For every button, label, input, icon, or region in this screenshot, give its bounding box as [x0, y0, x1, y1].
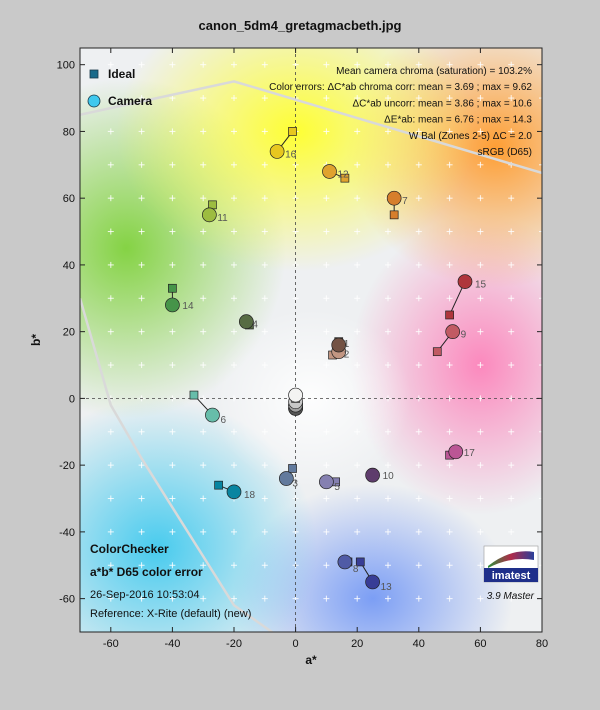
ideal-point-15: [445, 310, 454, 320]
patch-label-14: 14: [182, 301, 194, 312]
y-tick-label: -20: [59, 460, 75, 472]
x-tick-label: 20: [351, 638, 363, 650]
camera-point-10: [365, 467, 380, 483]
annotation-wbal: W Bal (Zones 2-5) ΔC = 2.0: [409, 131, 533, 142]
srgb-boundary-line: [80, 80, 542, 175]
axis-ticks: -60 -40 -20 0 20 40 60 80 -60 -40 -20 0 20 40 60 80 100: [57, 48, 548, 650]
patch-label-11: 11: [217, 213, 228, 224]
patch-label-7: 7: [402, 196, 408, 207]
y-tick-label: 0: [69, 393, 75, 405]
ideal-point-6: [189, 390, 199, 400]
patch-label-12: 12: [337, 169, 349, 180]
x-tick-label: 40: [413, 638, 425, 650]
legend-camera-marker: [87, 94, 101, 108]
legend-ideal-marker: [89, 69, 99, 79]
patch-label-18: 18: [244, 490, 256, 501]
camera-point-9: [445, 324, 461, 340]
x-tick-label: -60: [103, 638, 119, 650]
x-tick-label: -40: [164, 638, 180, 650]
x-axis-label: a*: [305, 653, 317, 667]
chart-date: 26-Sep-2016 10:53:04: [90, 589, 199, 601]
patch-label-3: 3: [292, 478, 298, 489]
camera-point-5: [319, 474, 334, 490]
camera-point-19: [288, 387, 303, 403]
annotation-colorspace: sRGB (D65): [478, 147, 532, 158]
patch-label-15: 15: [475, 280, 487, 291]
y-tick-label: 80: [63, 126, 75, 138]
camera-point-7: [386, 190, 402, 206]
ideal-point-12: [340, 173, 350, 183]
logo-swoosh: [488, 551, 534, 568]
y-tick-label: 20: [63, 327, 75, 339]
version-label: 3.9 Master: [487, 591, 535, 602]
camera-point-16: [269, 144, 285, 159]
chart-info: ColorChecker a*b* D65 color error 26-Sep…: [90, 542, 251, 620]
logo-text: imatest: [492, 570, 531, 582]
patch-label-16: 16: [285, 149, 297, 160]
patch-label-8: 8: [353, 564, 359, 575]
grid: [80, 48, 542, 632]
chart-title: canon_5dm4_gretagmacbeth.jpg: [198, 18, 402, 33]
chart-subtitle: a*b* D65 color error: [90, 565, 203, 579]
srgb-boundary-line: [80, 297, 275, 632]
imatest-logo: imatest: [483, 545, 539, 583]
patch-label-1: 1: [344, 339, 350, 350]
ideal-point-3: [288, 464, 297, 473]
camera-point-17: [448, 444, 464, 460]
legend: Ideal Camera: [87, 67, 152, 108]
legend-camera-label: Camera: [108, 94, 152, 108]
patch-label-4: 4: [252, 320, 258, 331]
srgb-boundary: [80, 80, 542, 632]
ideal-point-9: [432, 347, 442, 357]
annotation-chroma: Mean camera chroma (saturation) = 103.2%: [336, 66, 532, 77]
ideal-point-7: [389, 210, 399, 220]
annotation-uncorr: ΔC*ab uncorr: mean = 3.86 ; max = 10.6: [352, 98, 532, 109]
ideal-point-14: [168, 283, 177, 293]
y-tick-label: 100: [57, 60, 75, 72]
ideal-point-16: [288, 127, 297, 136]
chart-reference: Reference: X-Rite (default) (new): [90, 608, 251, 620]
x-tick-label: 0: [293, 638, 299, 650]
patch-label-6: 6: [220, 415, 226, 426]
x-tick-label: 60: [474, 638, 486, 650]
camera-point-4: [238, 314, 254, 329]
camera-point-15: [457, 274, 473, 289]
camera-point-6: [205, 407, 220, 423]
patch-label-9: 9: [461, 330, 467, 341]
y-tick-label: -60: [59, 594, 75, 606]
chart-name: ColorChecker: [90, 542, 169, 556]
camera-point-11: [202, 207, 217, 223]
y-tick-label: -40: [59, 527, 75, 539]
logo-bar: [484, 568, 538, 582]
ideal-point-18: [214, 480, 223, 490]
x-tick-label: 80: [536, 638, 548, 650]
camera-point-3: [279, 471, 294, 486]
camera-point-12: [322, 164, 337, 179]
camera-point-8: [337, 554, 353, 570]
patch-label-13: 13: [381, 582, 393, 593]
patch-label-10: 10: [383, 471, 395, 482]
patch-label-17: 17: [464, 448, 476, 459]
patch-label-5: 5: [334, 482, 340, 493]
annotation-chroma-corr: Color errors: ΔC*ab chroma corr: mean = …: [269, 82, 532, 93]
plot-frame: [79, 47, 543, 633]
camera-point-14: [165, 297, 180, 313]
annotations: Mean camera chroma (saturation) = 103.2%…: [269, 66, 532, 158]
x-tick-label: -20: [226, 638, 242, 650]
annotation-delta-e: ΔE*ab: mean = 6.76 ; max = 14.3: [384, 115, 532, 126]
y-tick-label: 40: [63, 260, 75, 272]
camera-point-18: [226, 484, 242, 500]
camera-point-1: [331, 337, 347, 353]
patch-label-2: 2: [344, 350, 350, 361]
ideal-point-13: [355, 557, 365, 567]
y-axis-label: b*: [29, 334, 43, 346]
legend-ideal-label: Ideal: [108, 67, 135, 81]
y-tick-label: 60: [63, 193, 75, 205]
camera-point-13: [365, 574, 380, 590]
